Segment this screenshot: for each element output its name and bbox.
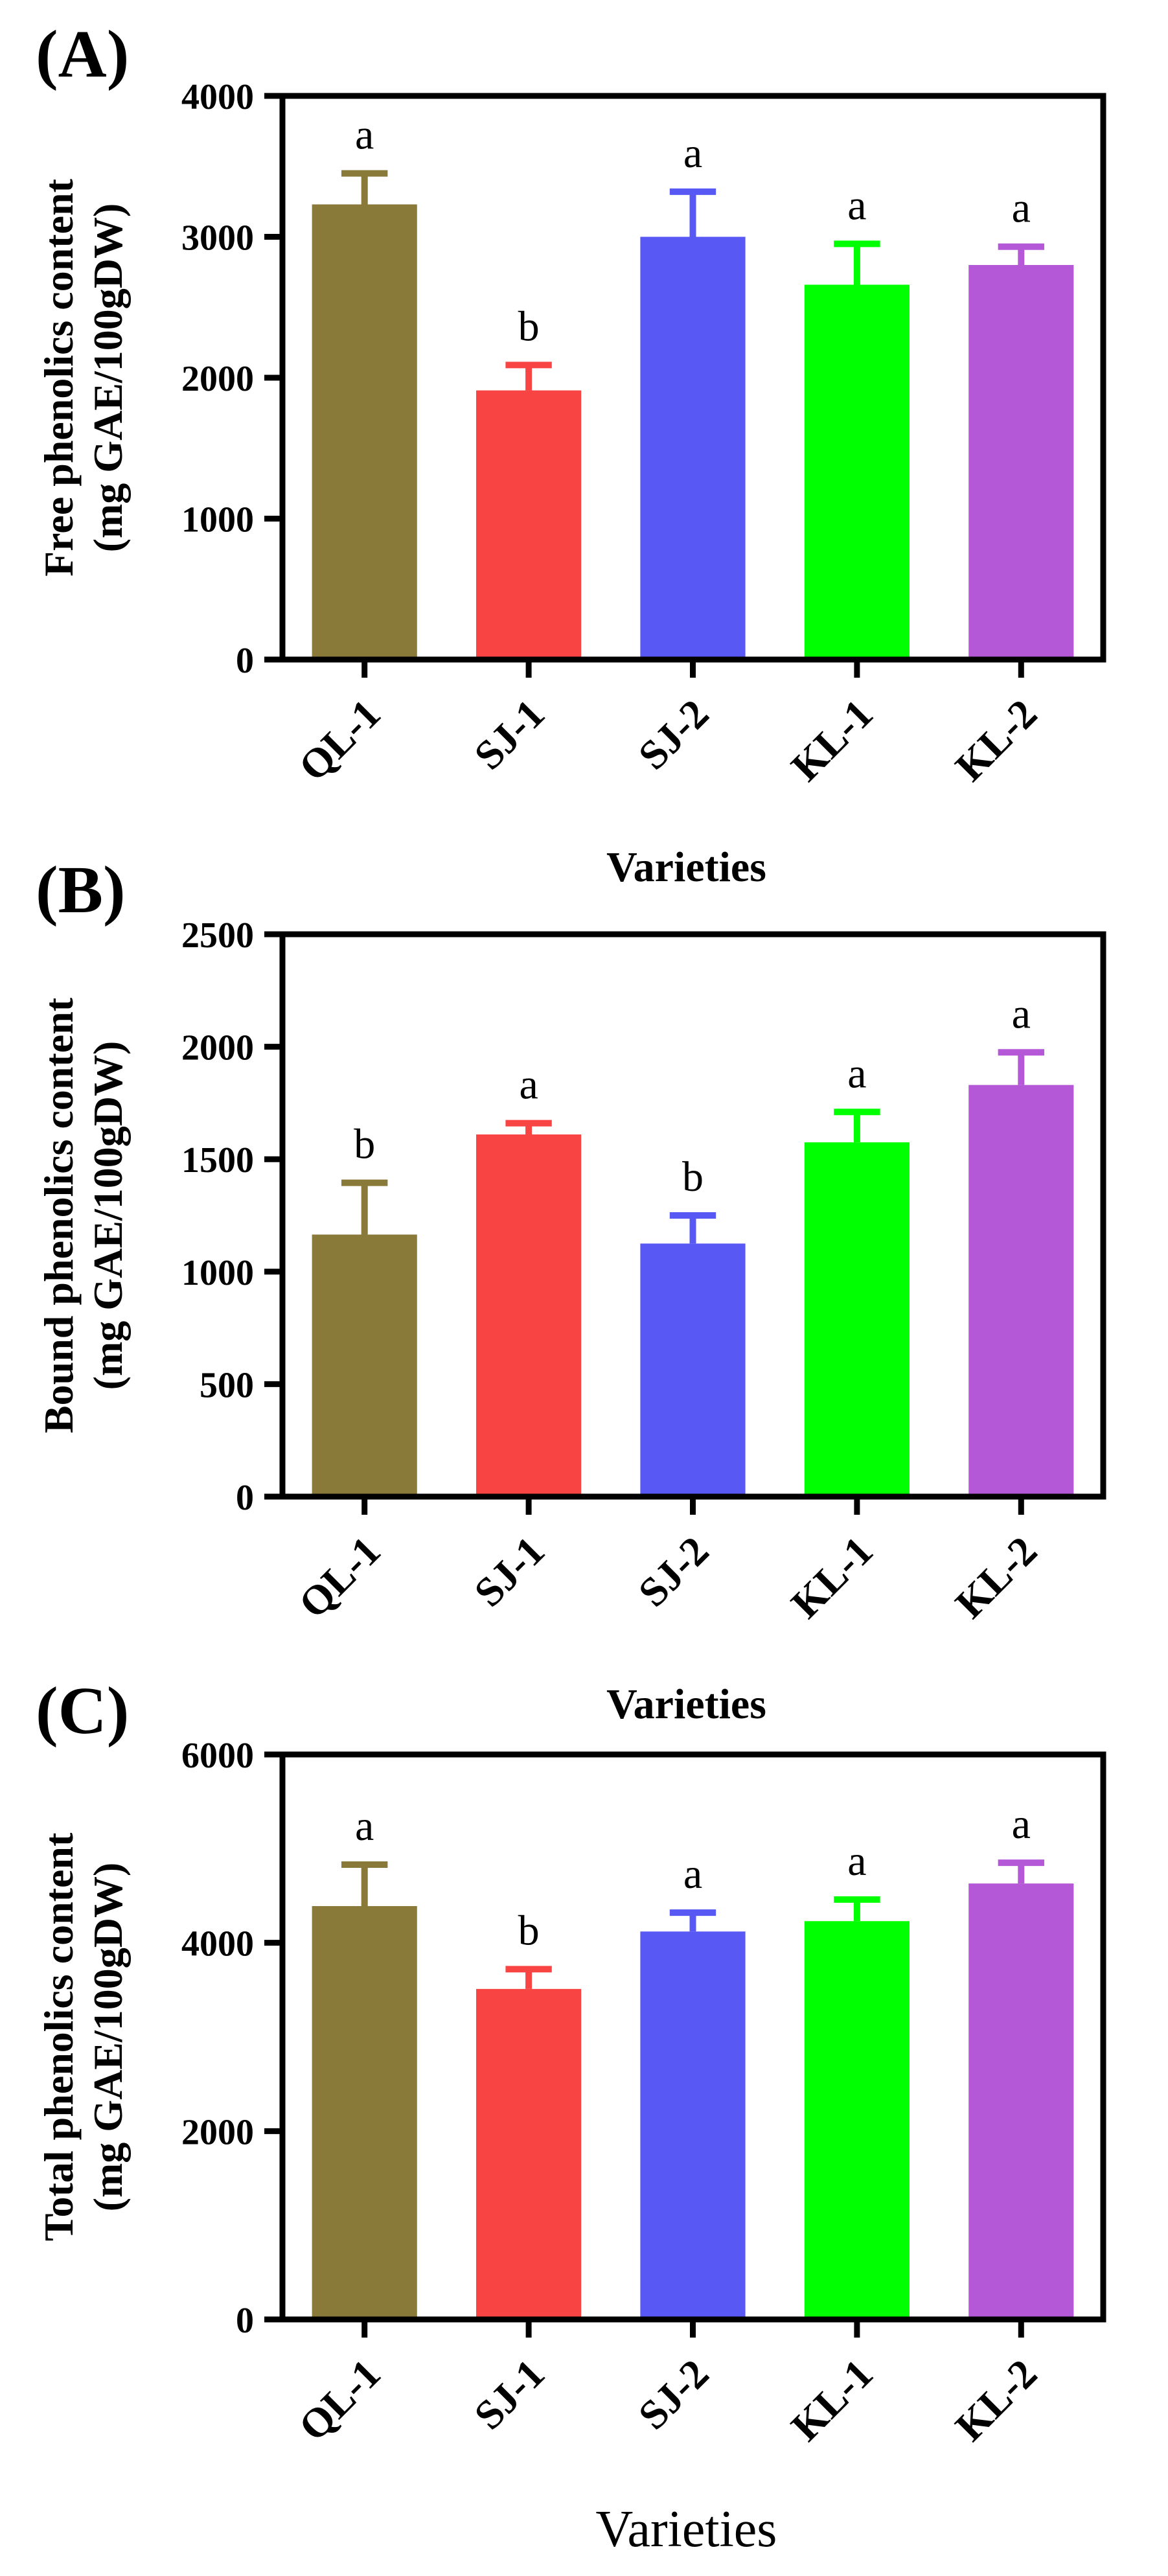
significance-label: a [847, 1050, 866, 1097]
x-tick-label: SJ-1 [465, 1528, 553, 1616]
y-axis-label-line-1: Bound phenolics content [36, 997, 82, 1433]
panel-label: (C) [36, 1673, 129, 1748]
bar-kl-1 [804, 284, 910, 660]
bar-kl-1 [804, 1921, 910, 2319]
bar-kl-1 [804, 1142, 910, 1497]
significance-label: a [1012, 990, 1031, 1037]
significance-label: a [355, 111, 374, 159]
significance-label: a [847, 1837, 866, 1885]
significance-label: b [682, 1153, 704, 1201]
significance-label: b [354, 1121, 375, 1168]
x-axis-label: Varieties [596, 2501, 777, 2558]
x-tick-label: QL-1 [290, 1528, 389, 1627]
y-tick-label: 0 [236, 641, 254, 681]
y-axis-label-line-1: Total phenolics content [36, 1832, 82, 2241]
significance-label: b [518, 1907, 540, 1954]
x-axis-label: Varieties [606, 844, 766, 891]
x-tick-label: QL-1 [290, 2351, 389, 2450]
bar-sj-1 [476, 390, 582, 660]
y-tick-label: 4000 [181, 1924, 254, 1964]
x-tick-label: KL-1 [783, 1528, 882, 1627]
y-axis-label-line-1: Free phenolics content [36, 178, 82, 577]
significance-label: b [518, 303, 540, 350]
x-tick-label: QL-1 [290, 691, 389, 790]
y-axis-label-line-2: (mg GAE/100gDW) [85, 203, 131, 553]
y-tick-label: 3000 [181, 218, 254, 259]
bar-kl-2 [968, 1883, 1074, 2319]
y-tick-label: 2000 [181, 1028, 254, 1068]
significance-label: a [683, 1850, 702, 1898]
x-tick-label: SJ-2 [630, 1528, 718, 1616]
y-axis-label-line-2: (mg GAE/100gDW) [85, 1041, 131, 1390]
significance-label: a [355, 1802, 374, 1850]
x-tick-label: SJ-2 [630, 2351, 718, 2439]
panel-label: (B) [36, 853, 126, 927]
chart-panel-a: (A) a QL-1 b SJ-1 a SJ-2 a KL-1 a KL-2 0 1000 2000 300… [36, 17, 1106, 891]
x-tick-label: KL-2 [946, 2351, 1046, 2450]
x-tick-label: SJ-1 [465, 691, 553, 779]
bar-kl-2 [968, 1085, 1074, 1497]
x-tick-label: SJ-2 [630, 691, 718, 779]
bar-sj-1 [476, 1988, 582, 2319]
x-tick-label: SJ-1 [465, 2351, 553, 2439]
x-tick-label: KL-1 [783, 691, 882, 790]
x-tick-label: KL-2 [946, 1528, 1046, 1627]
y-tick-label: 500 [200, 1365, 254, 1405]
bar-sj-2 [640, 236, 746, 660]
bar-ql-1 [312, 1234, 417, 1497]
significance-label: a [847, 181, 866, 229]
bar-sj-1 [476, 1134, 582, 1497]
y-tick-label: 0 [236, 2301, 254, 2341]
x-tick-label: KL-2 [946, 691, 1046, 790]
x-tick-label: KL-1 [783, 2351, 882, 2450]
x-axis-label: Varieties [606, 1681, 766, 1728]
significance-label: a [1012, 1800, 1031, 1848]
y-tick-label: 2500 [181, 915, 254, 956]
y-tick-label: 4000 [181, 77, 254, 117]
y-tick-label: 2000 [181, 2112, 254, 2152]
panel-label: (A) [36, 17, 129, 91]
y-tick-label: 6000 [181, 1736, 254, 1776]
plot-frame [279, 931, 1106, 1500]
y-axis-label-line-2: (mg GAE/100gDW) [85, 1863, 131, 2212]
chart-panel-b: (B) b QL-1 a SJ-1 b SJ-2 a KL-1 a KL-2 0 500 1000 1500… [36, 853, 1106, 1728]
significance-label: a [683, 130, 702, 177]
y-tick-label: 2000 [181, 359, 254, 399]
chart-panel-c: (C) a QL-1 b SJ-1 a SJ-2 a KL-1 a KL-2 0 2000 4000 600… [36, 1673, 1106, 2558]
bar-sj-2 [640, 1931, 746, 2319]
plot-frame [279, 1751, 1106, 2323]
y-tick-label: 0 [236, 1478, 254, 1518]
bar-ql-1 [312, 1905, 417, 2319]
significance-label: a [519, 1061, 538, 1109]
y-tick-label: 1500 [181, 1140, 254, 1180]
significance-label: a [1012, 185, 1031, 232]
bar-sj-2 [640, 1243, 746, 1497]
bar-kl-2 [968, 265, 1074, 660]
y-tick-label: 1000 [181, 1253, 254, 1293]
bar-ql-1 [312, 204, 417, 660]
y-tick-label: 1000 [181, 500, 254, 540]
